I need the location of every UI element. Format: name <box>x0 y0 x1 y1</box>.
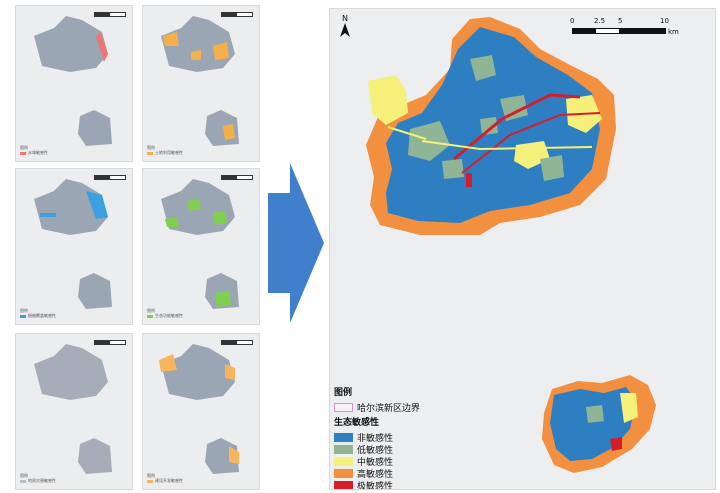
thumbnail-legend-label: 水域敏感性 <box>28 150 48 155</box>
thumbnail-map-graphic <box>34 16 112 146</box>
thumbnail-scale-bar <box>94 340 126 345</box>
thumbnail-map-4: 图例 生态功能敏感性 <box>142 168 260 325</box>
thumbnail-legend-title: 图例 <box>20 473 28 478</box>
legend-swatch <box>334 480 353 489</box>
legend-swatch <box>334 456 353 466</box>
thumbnail-scale-bar <box>221 340 253 345</box>
legend-item-label: 中敏感性 <box>357 457 394 468</box>
map-graphic <box>366 17 656 473</box>
thumbnail-legend: 图例 土地利用敏感性 <box>147 145 183 155</box>
thumbnail-map-5: 图例 地质灾害敏感性 <box>15 333 133 490</box>
thumbnail-scale-bar <box>221 12 253 17</box>
legend-item-label: 高敏感性 <box>357 469 394 480</box>
north-arrow: N <box>338 14 352 39</box>
thumbnail-map-graphic <box>161 16 239 146</box>
thumbnail-legend-label: 生态功能敏感性 <box>155 313 183 318</box>
legend-swatch <box>334 432 353 442</box>
thumbnail-map-2: 图例 土地利用敏感性 <box>142 5 260 162</box>
thumbnail-legend-title: 图例 <box>147 308 155 313</box>
thumbnail-map-graphic <box>161 179 239 309</box>
thumbnail-scale-bar <box>94 12 126 17</box>
legend-title: 图例 <box>334 388 353 398</box>
thumbnail-legend: 图例 生态功能敏感性 <box>147 308 183 318</box>
legend-item-label: 低敏感性 <box>357 445 394 456</box>
thumbnail-legend-title: 图例 <box>20 145 28 150</box>
map-legend: 图例 哈尔滨新区边界 生态敏感性 非敏感性 低敏感性 中敏感性 高敏感性 极敏感… <box>334 385 484 490</box>
scale-bar: 0 2.5 5 10 km <box>570 17 692 47</box>
scale-bar-graphic <box>572 28 666 34</box>
thumbnail-map-graphic <box>34 344 112 474</box>
thumbnail-legend-label: 植被覆盖敏感性 <box>28 313 56 318</box>
legend-boundary-label: 哈尔滨新区边界 <box>357 403 421 414</box>
thumbnail-legend-label: 土地利用敏感性 <box>155 150 183 155</box>
thumbnail-legend: 图例 地质灾害敏感性 <box>20 473 56 483</box>
thumbnail-scale-bar <box>221 175 253 180</box>
legend-item-label: 非敏感性 <box>357 433 394 444</box>
thumbnail-map-3: 图例 植被覆盖敏感性 <box>15 168 133 325</box>
north-arrow-icon <box>340 23 350 37</box>
thumbnail-legend-title: 图例 <box>147 145 155 150</box>
thumbnail-map-graphic <box>34 179 112 309</box>
legend-section-title: 生态敏感性 <box>334 418 380 428</box>
legend-item-label: 极敏感性 <box>357 481 394 490</box>
scale-tick-label: 5 <box>618 17 623 25</box>
thumbnail-legend-label: 建设开发敏感性 <box>155 478 183 483</box>
legend-swatch <box>334 444 353 454</box>
right-arrow-icon <box>268 163 324 323</box>
legend-swatch <box>334 468 353 478</box>
thumbnail-legend-label: 地质灾害敏感性 <box>28 478 56 483</box>
boundary-swatch <box>334 402 353 412</box>
thumbnail-legend: 图例 建设开发敏感性 <box>147 473 183 483</box>
scale-tick-label: 2.5 <box>594 17 606 25</box>
thumbnail-legend-title: 图例 <box>20 308 28 313</box>
thumbnail-legend-title: 图例 <box>147 473 155 478</box>
thumbnail-map-6: 图例 建设开发敏感性 <box>142 333 260 490</box>
north-label: N <box>342 14 348 23</box>
scale-unit: km <box>668 28 679 36</box>
thumbnail-legend: 图例 水域敏感性 <box>20 145 48 155</box>
thumbnail-legend: 图例 植被覆盖敏感性 <box>20 308 56 318</box>
main-sensitivity-map: N 0 2.5 5 10 km 图例 哈尔滨新区边界 生态敏感性 非敏感性 低敏… <box>329 8 716 490</box>
thumbnail-scale-bar <box>94 175 126 180</box>
scale-tick-label: 0 <box>570 17 575 25</box>
thumbnail-map-1: 图例 水域敏感性 <box>15 5 133 162</box>
scale-tick-label: 10 <box>660 17 669 25</box>
thumbnail-map-graphic <box>159 344 239 474</box>
